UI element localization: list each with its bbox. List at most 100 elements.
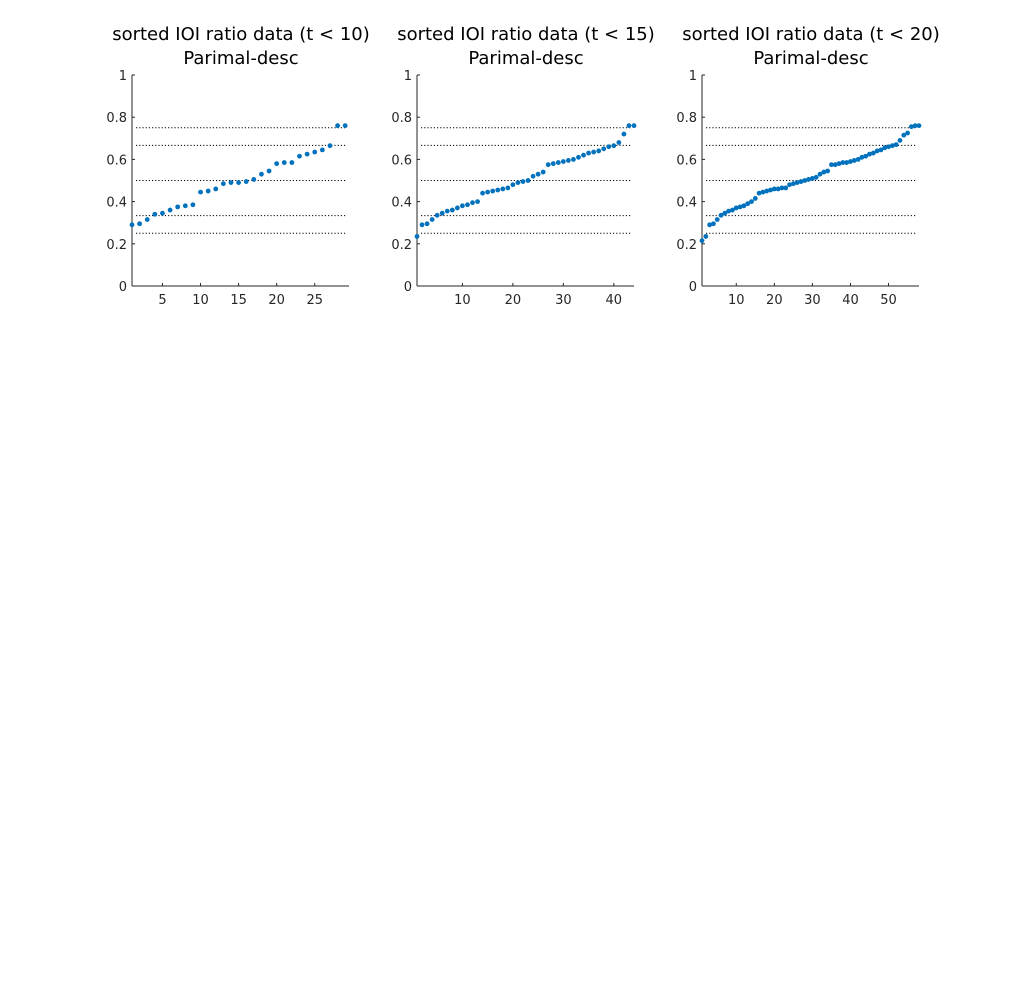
data-point xyxy=(601,146,607,152)
data-point xyxy=(775,186,781,192)
scatter-plot: 0 0.2 0.4 0.6 0.8 1 10 20 30 40 50 xyxy=(676,69,922,308)
x-tick-label: 20 xyxy=(766,293,783,308)
data-point xyxy=(530,173,536,179)
data-point xyxy=(495,187,501,193)
data-point xyxy=(510,182,516,188)
data-point xyxy=(836,161,842,167)
data-point xyxy=(722,210,728,216)
data-point xyxy=(312,149,318,155)
data-point xyxy=(840,160,846,165)
data-point xyxy=(752,196,758,201)
data-point xyxy=(591,149,597,155)
data-point xyxy=(874,148,880,154)
data-point xyxy=(175,204,181,210)
y-tick-label: 1 xyxy=(404,69,412,84)
data-point xyxy=(500,186,506,192)
x-tick-label: 10 xyxy=(192,293,209,308)
chart-panel-1: sorted IOI ratio data (t < 10) Parimal-d… xyxy=(71,0,411,320)
data-point xyxy=(699,238,705,244)
data-point xyxy=(806,177,811,182)
data-point xyxy=(152,211,158,217)
scatter-plot: 00.20.40.60.815 10 15 20 25 xyxy=(106,69,349,308)
y-tick-label: 0 xyxy=(119,280,127,295)
data-point xyxy=(611,143,617,149)
data-point xyxy=(228,180,234,186)
data-point xyxy=(821,169,827,175)
x-tick-label: 50 xyxy=(880,293,897,308)
data-point xyxy=(342,123,348,129)
chart-subtitle: Parimal-desc xyxy=(753,48,869,69)
x-tick-label: 30 xyxy=(555,293,572,308)
data-point xyxy=(571,157,576,162)
data-point xyxy=(851,158,857,163)
data-point xyxy=(813,174,819,180)
data-point xyxy=(901,132,907,138)
y-tick-label: 0.2 xyxy=(676,238,697,253)
data-point xyxy=(893,142,899,148)
data-point xyxy=(912,123,918,129)
data-point xyxy=(414,234,420,239)
data-point xyxy=(419,222,425,228)
data-point xyxy=(485,189,491,195)
y-tick-label: 0.4 xyxy=(391,196,412,211)
data-point xyxy=(581,152,586,158)
data-point xyxy=(490,188,496,194)
data-point xyxy=(429,217,435,222)
data-point xyxy=(916,123,922,129)
data-point xyxy=(764,188,770,194)
data-point xyxy=(550,161,556,167)
y-tick-label: 0.6 xyxy=(391,153,412,168)
data-point xyxy=(606,144,612,150)
data-point xyxy=(565,158,571,163)
data-point xyxy=(787,182,792,188)
data-point xyxy=(266,168,272,174)
data-point xyxy=(190,202,196,208)
data-point xyxy=(733,205,739,211)
data-point xyxy=(745,201,751,207)
data-point xyxy=(631,123,637,129)
y-tick-label: 1 xyxy=(689,69,697,84)
data-point xyxy=(470,200,475,206)
data-point xyxy=(878,147,884,153)
data-point xyxy=(213,186,219,192)
y-tick-label: 0.6 xyxy=(676,153,697,168)
data-point xyxy=(832,162,838,168)
data-point xyxy=(737,204,743,210)
data-point xyxy=(515,180,521,186)
x-tick-label: 5 xyxy=(158,293,166,308)
data-point xyxy=(726,208,732,214)
data-point xyxy=(882,145,888,151)
data-point xyxy=(810,175,815,181)
data-point xyxy=(794,180,800,186)
data-point xyxy=(505,185,511,191)
y-tick-label: 0 xyxy=(689,280,697,295)
x-tick-label: 30 xyxy=(804,293,821,308)
x-tick-label: 20 xyxy=(268,293,285,308)
data-point xyxy=(520,179,526,184)
scatter-plot: 0 0.2 0.4 0.6 0.8 1 10 20 30 40 xyxy=(391,69,637,308)
data-point xyxy=(251,177,257,182)
data-point xyxy=(465,202,470,208)
x-tick-label: 15 xyxy=(230,293,247,308)
data-point xyxy=(870,150,876,156)
data-point xyxy=(281,160,287,165)
chart-panel-3: sorted IOI ratio data (t < 20) Parimal-d… xyxy=(641,0,981,320)
data-point xyxy=(848,159,853,164)
y-tick-label: 0.8 xyxy=(676,111,697,126)
y-tick-label: 0.8 xyxy=(106,111,127,126)
data-point xyxy=(867,151,872,157)
data-point xyxy=(783,185,789,191)
chart-title: sorted IOI ratio data (t < 15) xyxy=(397,24,655,45)
y-tick-label: 0.2 xyxy=(106,238,127,253)
data-point xyxy=(779,185,785,191)
data-point xyxy=(182,203,188,209)
data-point xyxy=(621,131,627,137)
data-point xyxy=(905,130,910,136)
data-point xyxy=(449,207,455,213)
chart-subtitle: Parimal-desc xyxy=(468,48,584,69)
data-point xyxy=(198,189,203,195)
data-point xyxy=(707,222,713,228)
data-point xyxy=(576,154,581,160)
data-point xyxy=(480,190,486,196)
chart-subtitle: Parimal-desc xyxy=(183,48,299,69)
